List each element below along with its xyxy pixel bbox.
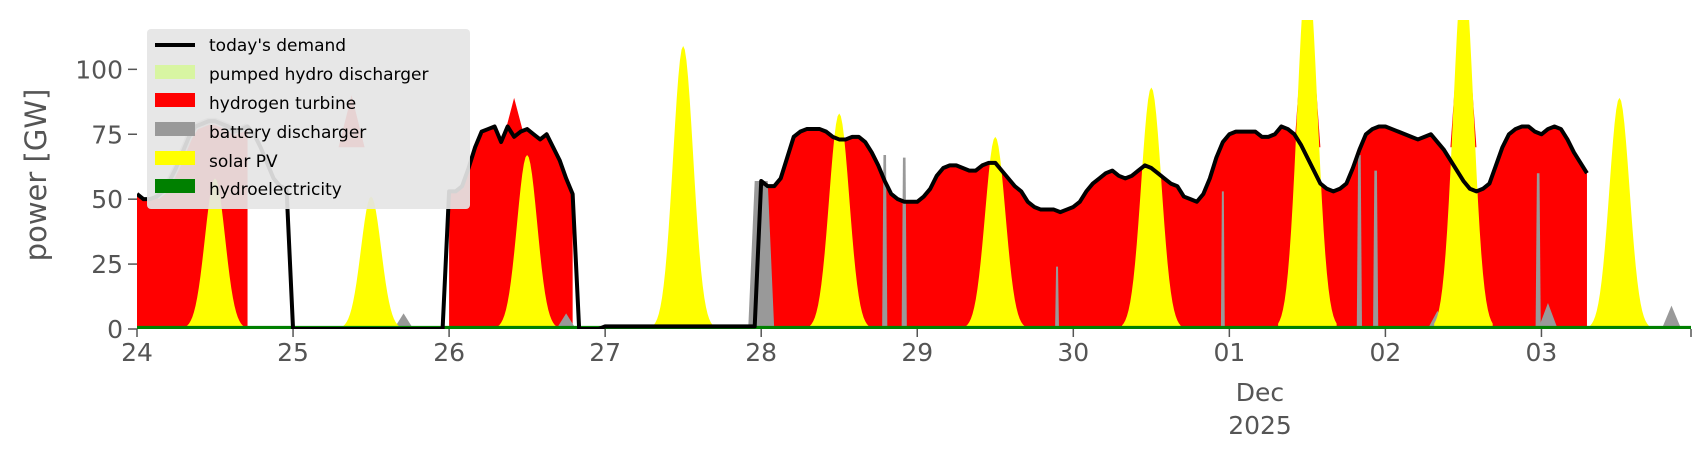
x-tick-label-6: 30 (1057, 338, 1089, 367)
solar-peak-7 (1278, 20, 1337, 329)
x-tick-label-7: 01 (1213, 338, 1245, 367)
legend-entry-pumped-hydro: pumped hydro discharger (155, 65, 428, 85)
battery-spike-1 (882, 155, 888, 329)
y-tick-label-2: 50 (91, 185, 123, 214)
battery-spike-3 (1055, 266, 1059, 329)
legend-label-hydro: hydroelectricity (209, 180, 342, 200)
x-tick-label-3: 27 (589, 338, 621, 367)
legend-label-demand: today's demand (209, 36, 346, 56)
x-tick-label-4: 28 (745, 338, 777, 367)
solar-peak-1 (341, 196, 401, 329)
legend-entry-solar: solar PV (155, 151, 278, 172)
battery-spike-6 (1373, 170, 1379, 329)
legend-label-solar: solar PV (209, 152, 278, 172)
x-tick-label-2: 26 (433, 338, 465, 367)
legend: today's demand pumped hydro discharger h… (147, 29, 470, 209)
battery-bump-4 (1661, 305, 1682, 329)
y-axis-label: power [GW] (19, 89, 53, 262)
legend-entry-hydrogen: hydrogen turbine (155, 93, 356, 114)
solar-peak-5 (966, 136, 1025, 329)
battery-bump-0 (393, 313, 414, 329)
battery-spike-7 (1535, 173, 1541, 329)
x-tick-label-8: 02 (1369, 338, 1401, 367)
solar-peak-8 (1434, 20, 1493, 329)
solar-peak-3 (653, 45, 713, 329)
legend-entry-battery: battery discharger (155, 122, 366, 143)
legend-entry-hydro: hydroelectricity (155, 179, 342, 200)
demand-line (137, 119, 1589, 329)
x-tick-label-1: 25 (277, 338, 309, 367)
legend-background (147, 29, 470, 209)
x-axis-year-label: 2025 (1228, 411, 1292, 440)
solar-peak-2 (497, 155, 557, 329)
x-axis-month-label: Dec (1236, 378, 1284, 407)
battery-bump-3 (1538, 303, 1558, 329)
legend-entry-demand: today's demand (155, 36, 346, 56)
battery-spike-4 (1220, 191, 1225, 329)
legend-label-pumped-hydro: pumped hydro discharger (209, 65, 428, 85)
solar-peak-6 (1122, 87, 1181, 329)
y-tick-label-1: 25 (91, 250, 123, 279)
hydro-band (137, 325, 1691, 329)
hydrogen-spike-1 (501, 97, 528, 148)
y-tick-label-0: 0 (107, 315, 123, 344)
x-tick-label-0: 24 (121, 338, 153, 367)
solar-peak-4 (809, 113, 869, 329)
battery-spike-5 (1356, 155, 1362, 329)
legend-label-battery: battery discharger (209, 123, 366, 143)
legend-label-hydrogen: hydrogen turbine (209, 94, 356, 114)
y-tick-label-3: 75 (91, 120, 123, 149)
x-tick-label-5: 29 (901, 338, 933, 367)
battery-bump-1 (556, 313, 576, 329)
solar-peak-9 (1590, 97, 1649, 329)
x-tick-label-9: 03 (1526, 338, 1558, 367)
battery-spike-2 (901, 157, 907, 329)
solar-peak-0 (185, 178, 245, 329)
hydrogen-area-2 (761, 126, 1587, 329)
y-tick-label-4: 100 (75, 55, 123, 84)
axes: 0 25 50 75 100 24 25 26 27 28 29 30 01 02 03 (75, 55, 1692, 367)
